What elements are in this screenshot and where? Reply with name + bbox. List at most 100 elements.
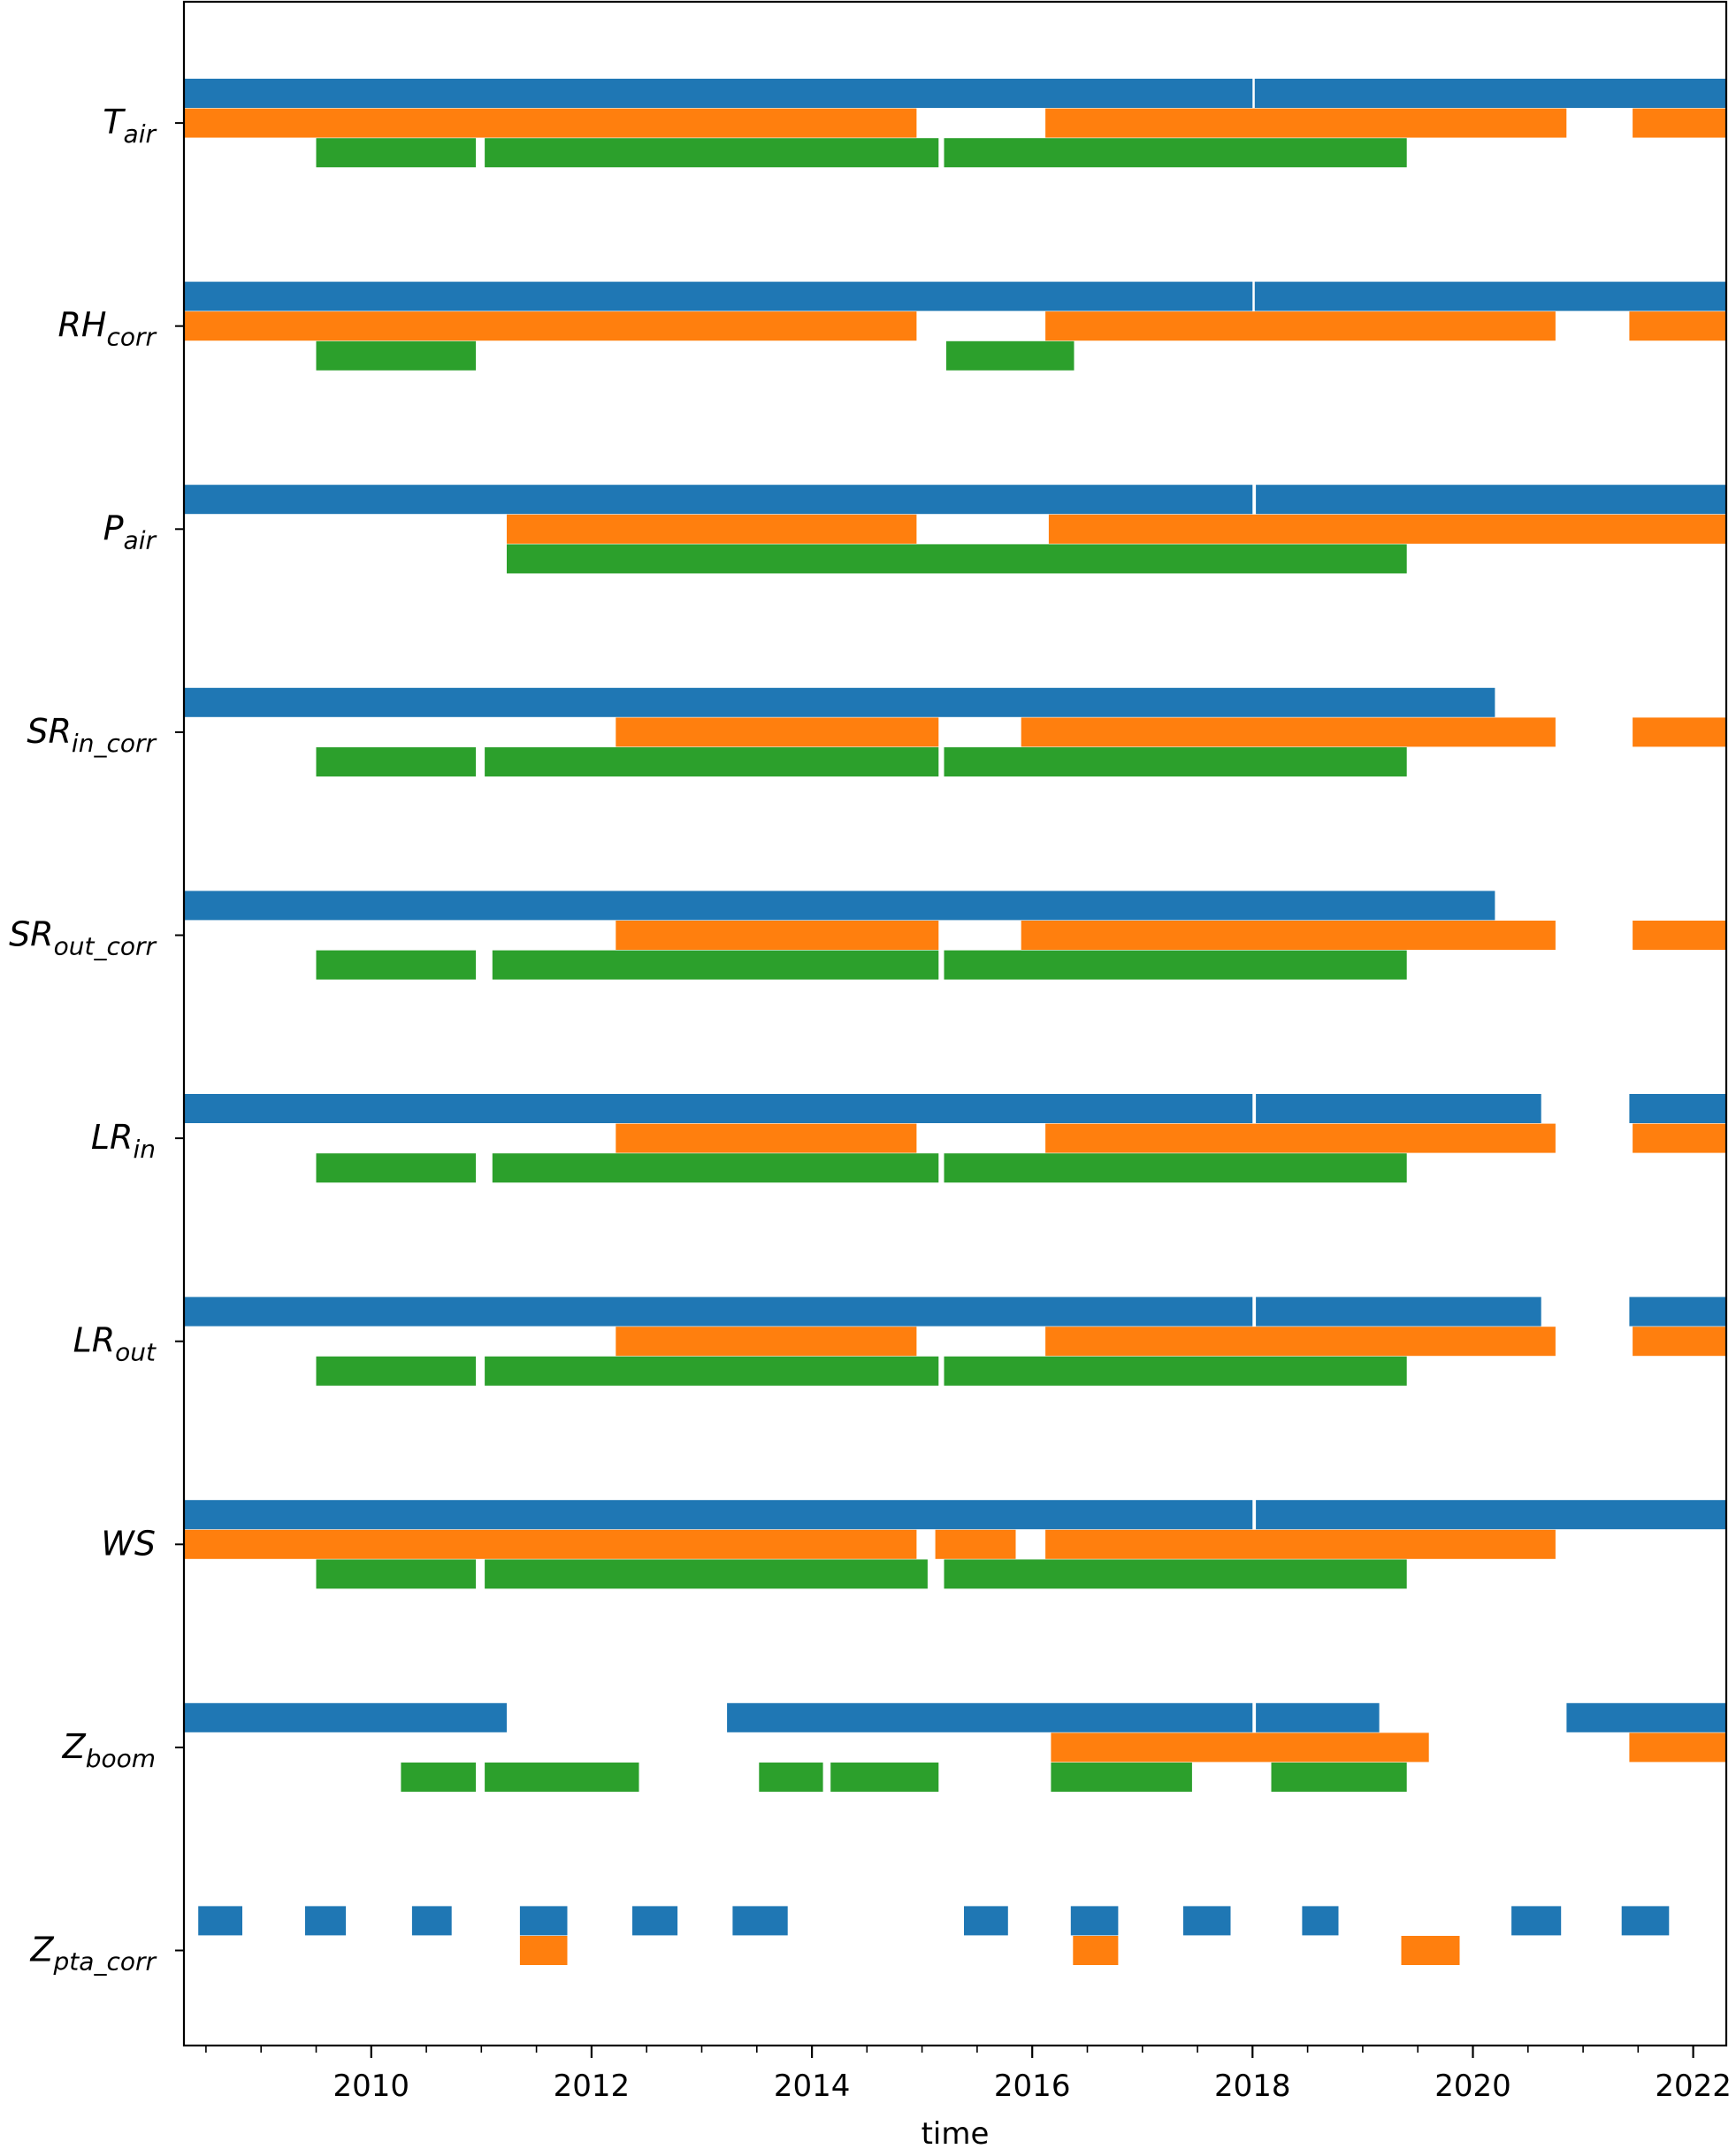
bar-segment — [1271, 1763, 1407, 1792]
x-tick-label: 2010 — [333, 2069, 410, 2104]
bar-segment — [830, 1763, 939, 1792]
bar-segment — [492, 1153, 939, 1183]
y-tick-label: Pair — [103, 509, 157, 554]
bar-segment — [305, 1906, 347, 1936]
bar-segment — [727, 1702, 1253, 1732]
bar-segment — [944, 747, 1407, 776]
bar-segment — [485, 1356, 939, 1386]
bar-segment — [1621, 1906, 1670, 1936]
bar-segment — [1256, 485, 1726, 515]
bar-segment — [485, 138, 939, 168]
bar-segment — [1070, 1906, 1119, 1936]
bar-layer — [184, 79, 1726, 1965]
bar-segment — [1256, 1296, 1541, 1327]
bar-segment — [1051, 1763, 1192, 1792]
bar-segment — [184, 1500, 1253, 1530]
bar-segment — [632, 1906, 678, 1936]
bar-segment — [184, 1094, 1253, 1123]
bar-segment — [944, 1559, 1407, 1589]
x-tick-label: 2012 — [554, 2069, 631, 2104]
bar-segment — [316, 340, 477, 371]
x-tick-label: 2014 — [774, 2069, 851, 2104]
bar-segment — [184, 79, 1253, 108]
bar-segment — [1302, 1906, 1339, 1936]
bar-segment — [1629, 1094, 1726, 1123]
bar-segment — [316, 1153, 477, 1183]
bar-segment — [1048, 514, 1726, 544]
bar-segment — [759, 1763, 823, 1792]
bar-segment — [1254, 79, 1726, 108]
y-tick-label: RHcorr — [57, 306, 157, 352]
bar-segment — [507, 544, 1407, 574]
bar-segment — [1629, 1732, 1726, 1763]
bar-segment — [1633, 717, 1726, 747]
bar-segment — [1021, 717, 1556, 747]
bar-segment — [316, 950, 477, 980]
bar-segment — [944, 950, 1407, 980]
bar-segment — [1401, 1936, 1460, 1965]
bar-segment — [184, 281, 1253, 311]
bar-segment — [485, 1559, 928, 1589]
bar-segment — [198, 1906, 242, 1936]
bar-segment — [485, 747, 939, 776]
bar-segment — [184, 1529, 917, 1559]
bar-segment — [519, 1936, 568, 1965]
bar-segment — [507, 514, 917, 544]
bar-segment — [401, 1763, 477, 1792]
y-axis: Tair RHcorr Pair SRin_corr SRout_corr LRin LRo… — [9, 103, 184, 1977]
bar-segment — [1629, 1296, 1726, 1327]
bar-segment — [616, 717, 939, 747]
bar-segment — [1045, 1327, 1556, 1357]
bar-segment — [935, 1529, 1016, 1559]
bar-segment — [184, 311, 917, 341]
y-tick-label: Tair — [103, 103, 157, 149]
bar-segment — [184, 485, 1253, 515]
bar-segment — [616, 1123, 917, 1153]
bar-segment — [1566, 1702, 1726, 1732]
bar-segment — [184, 891, 1495, 921]
y-tick-label: Zpta_corr — [29, 1931, 157, 1977]
y-tick-label: SRin_corr — [27, 712, 157, 758]
bar-segment — [944, 1153, 1407, 1183]
x-axis: 2010 2012 2014 2016 2018 2020 2022 — [205, 2046, 1732, 2104]
bar-segment — [1045, 311, 1556, 341]
y-tick-label: SRout_corr — [9, 915, 157, 961]
x-tick-label: 2020 — [1434, 2069, 1511, 2104]
bar-segment — [946, 340, 1074, 371]
bar-segment — [732, 1906, 788, 1936]
bar-segment — [411, 1906, 452, 1936]
bar-segment — [1256, 1094, 1541, 1123]
bar-segment — [1045, 1529, 1556, 1559]
bar-segment — [1256, 1500, 1726, 1530]
bar-segment — [316, 747, 477, 776]
x-tick-label: 2016 — [994, 2069, 1071, 2104]
bar-segment — [1182, 1906, 1231, 1936]
bar-segment — [519, 1906, 568, 1936]
bar-segment — [1633, 1327, 1726, 1357]
y-tick-label: Zboom — [62, 1727, 156, 1773]
bar-segment — [944, 138, 1407, 168]
bar-segment — [316, 138, 477, 168]
bar-segment — [616, 1327, 917, 1357]
x-axis-label: time — [922, 2116, 990, 2149]
x-tick-label: 2018 — [1214, 2069, 1291, 2104]
bar-segment — [1633, 921, 1726, 950]
bar-segment — [1021, 921, 1556, 950]
bar-segment — [944, 1356, 1407, 1386]
y-tick-label: LRout — [73, 1321, 157, 1367]
bar-segment — [184, 1296, 1253, 1327]
bar-segment — [184, 108, 917, 138]
y-tick-label: WS — [101, 1524, 156, 1563]
bar-segment — [485, 1763, 639, 1792]
bar-segment — [616, 921, 939, 950]
bar-segment — [492, 950, 939, 980]
bar-segment — [184, 687, 1495, 717]
bar-segment — [184, 1702, 507, 1732]
bar-segment — [1511, 1906, 1562, 1936]
bar-segment — [316, 1356, 477, 1386]
bar-segment — [316, 1559, 477, 1589]
bar-segment — [1073, 1936, 1119, 1965]
bar-segment — [964, 1906, 1008, 1936]
bar-segment — [1633, 1123, 1726, 1153]
